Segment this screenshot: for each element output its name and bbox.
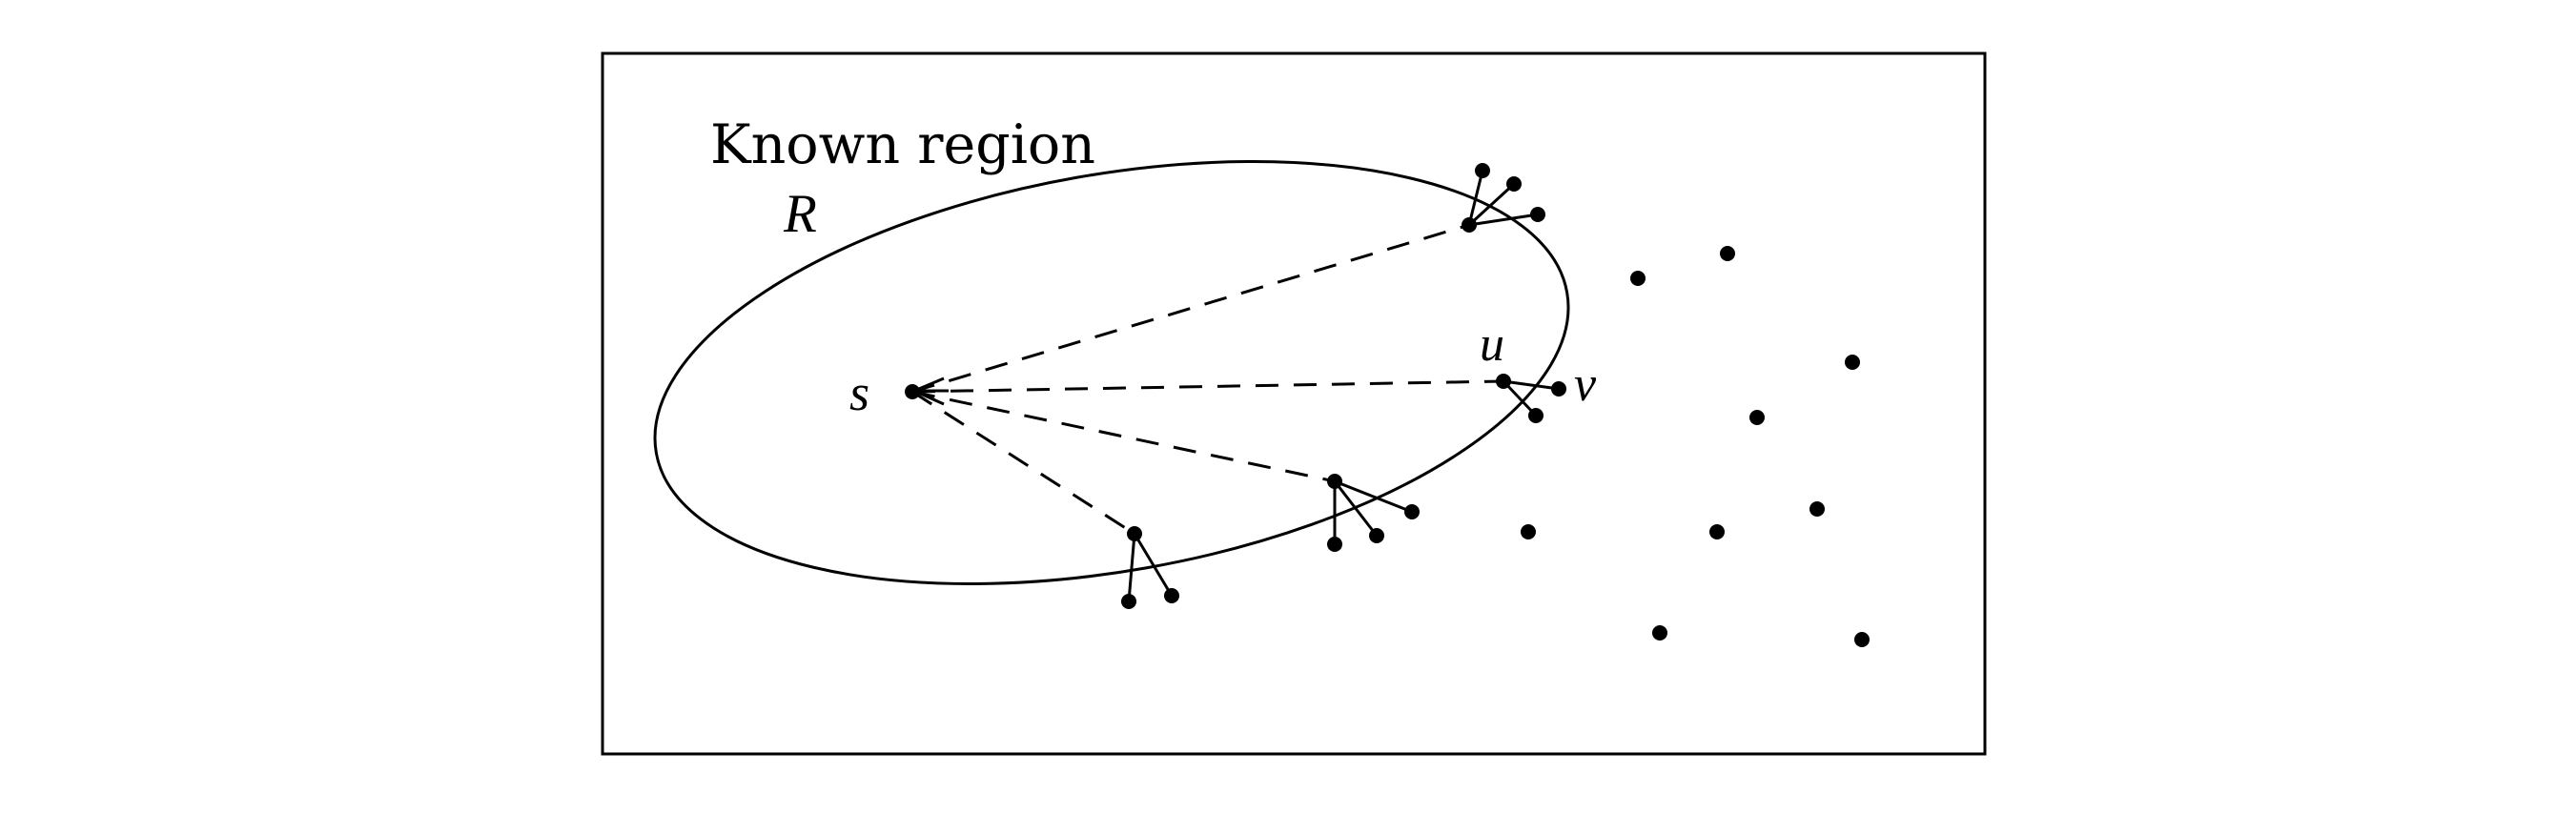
edge bbox=[1468, 213, 1539, 227]
node bbox=[1854, 632, 1870, 647]
node bbox=[1506, 176, 1522, 192]
source-node bbox=[905, 384, 920, 399]
nodes bbox=[905, 163, 1870, 647]
node bbox=[1327, 537, 1342, 552]
node bbox=[1652, 625, 1667, 641]
node bbox=[1709, 524, 1725, 539]
node bbox=[1327, 474, 1342, 489]
node-v bbox=[1551, 381, 1566, 397]
node bbox=[1630, 271, 1646, 286]
node bbox=[1845, 355, 1860, 370]
edge bbox=[1467, 170, 1484, 226]
node bbox=[1127, 526, 1142, 541]
node bbox=[1475, 163, 1490, 178]
region-title: Known region bbox=[710, 113, 1095, 176]
edge bbox=[1467, 182, 1516, 227]
edge bbox=[1133, 533, 1174, 597]
edge bbox=[1127, 533, 1136, 602]
edge-u-v bbox=[1503, 379, 1560, 391]
dashed-path-middle bbox=[911, 379, 1504, 394]
node bbox=[1809, 501, 1825, 517]
source-label: s bbox=[849, 364, 869, 421]
node bbox=[1121, 594, 1136, 609]
solid-edges bbox=[1127, 170, 1560, 602]
node bbox=[1530, 207, 1545, 222]
node-v-label: v bbox=[1574, 357, 1597, 412]
edge bbox=[1334, 479, 1413, 514]
node bbox=[1720, 246, 1735, 261]
node bbox=[1404, 504, 1420, 519]
node bbox=[1462, 217, 1477, 233]
dashed-path-bottom bbox=[911, 390, 1135, 536]
edge bbox=[1502, 379, 1538, 417]
region-symbol: R bbox=[783, 184, 817, 244]
dashed-paths bbox=[911, 223, 1504, 536]
node bbox=[1369, 528, 1384, 543]
known-region-ellipse bbox=[653, 160, 1570, 585]
node bbox=[1521, 524, 1536, 539]
frame-border bbox=[601, 51, 1987, 756]
node bbox=[1164, 588, 1179, 603]
edge bbox=[1333, 480, 1379, 537]
node bbox=[1528, 408, 1544, 423]
node-u bbox=[1496, 374, 1511, 389]
node-u-label: u bbox=[1480, 317, 1504, 372]
node bbox=[1749, 410, 1765, 425]
dashed-path-upper bbox=[911, 223, 1470, 394]
dashed-path-lower bbox=[911, 390, 1336, 483]
